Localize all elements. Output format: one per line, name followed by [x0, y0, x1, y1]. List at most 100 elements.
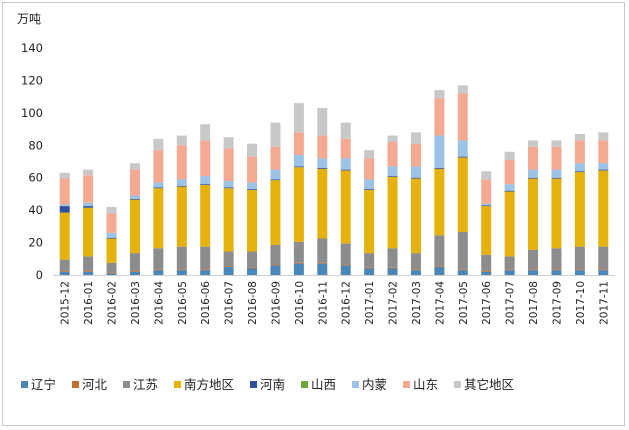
x-tick-label: 2016-05 — [177, 281, 189, 325]
bar-segment — [481, 270, 492, 272]
legend-item: 江苏 — [123, 377, 158, 392]
bar-segment — [574, 140, 585, 164]
bar-segment — [293, 166, 304, 168]
x-tick-label: 2016-08 — [247, 281, 259, 325]
x-tick-label: 2017-06 — [481, 281, 493, 325]
bar-segment — [481, 254, 492, 271]
bar-stack — [59, 172, 70, 275]
bar-segment — [434, 90, 445, 99]
bar-segment — [528, 178, 539, 250]
bar-segment — [317, 262, 328, 264]
bar-segment — [410, 270, 421, 275]
bar-segment — [364, 189, 375, 190]
bar-segment — [223, 148, 234, 181]
legend-item: 山西 — [301, 377, 336, 392]
bar-segment — [574, 269, 585, 271]
bar-segment — [153, 188, 164, 249]
bar-segment — [364, 268, 375, 275]
x-tick-label: 2016-07 — [224, 281, 236, 325]
bar-segment — [410, 269, 421, 271]
x-tick-label: 2016-11 — [317, 281, 329, 325]
bar-stack — [481, 171, 492, 275]
bar-segment — [83, 175, 94, 203]
bar-segment — [293, 132, 304, 156]
y-tick-label: 120 — [21, 73, 43, 87]
legend-item: 河北 — [72, 377, 108, 392]
bar-segment — [528, 146, 539, 170]
bar-stack — [551, 140, 562, 275]
bar-segment — [574, 270, 585, 275]
bar-segment — [176, 135, 187, 146]
bar-stack — [317, 107, 328, 275]
bar-segment — [176, 269, 187, 271]
bar-segment — [106, 273, 117, 275]
bar-segment — [504, 256, 515, 270]
bar-stack — [528, 140, 539, 275]
bar-segment — [504, 159, 515, 185]
bar-segment — [528, 169, 539, 178]
bar-segment — [387, 268, 398, 275]
bar-segment — [434, 135, 445, 168]
x-tick-label: 2017-10 — [575, 281, 587, 325]
bar-segment — [200, 185, 211, 247]
bar-segment — [504, 184, 515, 191]
bar-segment — [59, 204, 70, 207]
bar-segment — [551, 177, 562, 179]
bar-segment — [153, 150, 164, 183]
bar-segment — [83, 169, 94, 176]
bar-segment — [200, 270, 211, 275]
bar-segment — [270, 179, 281, 181]
bar-segment — [551, 269, 562, 271]
bar-segment — [153, 269, 164, 271]
bar-segment — [129, 271, 140, 275]
bar-segment — [410, 177, 421, 179]
bar-segment — [457, 93, 468, 141]
bar-segment — [504, 190, 515, 192]
bar-segment — [598, 140, 609, 164]
bar-segment — [200, 246, 211, 270]
legend-label: 山西 — [311, 377, 336, 392]
bar-segment — [270, 169, 281, 180]
bar-segment — [364, 179, 375, 190]
bar-segment — [457, 232, 468, 270]
bar-segment — [270, 264, 281, 266]
bar-stack — [457, 85, 468, 275]
bar-segment — [200, 124, 211, 141]
bar-segment — [129, 169, 140, 196]
bar-segment — [457, 269, 468, 271]
bar-segment — [59, 259, 70, 271]
legend-swatch — [454, 381, 461, 388]
bar-segment — [200, 140, 211, 177]
bar-segment — [317, 107, 328, 136]
bar-segment — [247, 268, 258, 275]
x-tick-label: 2017-01 — [364, 281, 376, 325]
bar-segment — [387, 176, 398, 249]
bar-segment — [410, 166, 421, 178]
x-tick-label: 2017-09 — [551, 281, 563, 325]
bar-segment — [434, 168, 445, 236]
bar-segment — [387, 248, 398, 268]
bar-segment — [551, 270, 562, 275]
legend-swatch — [174, 381, 181, 388]
bar-segment — [434, 266, 445, 267]
bar-segment — [387, 267, 398, 269]
bar-segment — [83, 207, 94, 257]
bar-segment — [364, 189, 375, 254]
bar-stack — [153, 138, 164, 275]
bar-stack — [574, 133, 585, 275]
legend-label: 南方地区 — [184, 377, 234, 392]
bar-segment — [176, 246, 187, 270]
x-tick-label: 2016-04 — [153, 281, 165, 325]
bar-segment — [551, 146, 562, 170]
bar-stack — [129, 163, 140, 275]
bar-segment — [270, 122, 281, 147]
bar-segment — [293, 103, 304, 133]
bar-segment — [504, 151, 515, 160]
bar-segment — [340, 158, 351, 170]
bar-segment — [598, 163, 609, 170]
bar-segment — [129, 253, 140, 271]
bar-segment — [223, 266, 234, 267]
unit-label: 万吨 — [17, 12, 41, 26]
bar-segment — [504, 270, 515, 275]
bar-segment — [457, 140, 468, 157]
